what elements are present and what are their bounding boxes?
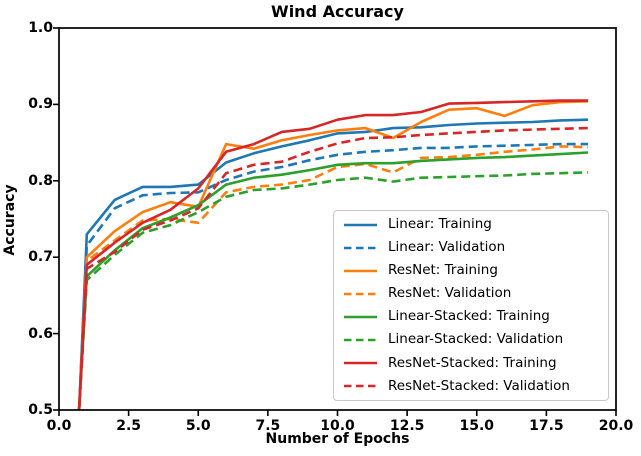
legend-item-label: ResNet-Stacked: Training — [388, 354, 557, 371]
legend-item-label: Linear: Validation — [388, 238, 506, 255]
legend-item: ResNet: Validation — [343, 282, 602, 305]
y-tick-label: 0.6 — [28, 325, 53, 342]
legend-item: Linear-Stacked: Training — [343, 306, 602, 329]
x-tick-label: 10.0 — [320, 418, 355, 434]
legend-item-label: ResNet: Training — [388, 262, 498, 279]
chart-legend: Linear: Training Linear: Validation ResNet… — [333, 210, 609, 401]
y-tick-label: 0.5 — [28, 402, 53, 418]
x-axis-label: Number of Epochs — [265, 431, 410, 447]
legend-item: ResNet-Stacked: Validation — [343, 375, 602, 398]
x-tick-label: 2.5 — [116, 418, 142, 434]
legend-item-label: Linear-Stacked: Validation — [388, 331, 564, 348]
legend-item-label: ResNet: Validation — [388, 285, 512, 302]
legend-item-label: Linear: Training — [388, 215, 492, 232]
series-line-0 — [77, 118, 589, 411]
x-tick-label: 17.5 — [529, 418, 564, 434]
legend-line-sample-solid — [344, 315, 377, 319]
legend-item: ResNet: Training — [343, 259, 602, 282]
legend-line-sample-solid — [344, 362, 377, 365]
legend-line-sample-dashed — [344, 385, 377, 388]
x-tick-label: 5.0 — [185, 418, 211, 434]
plot-spines — [58, 27, 617, 411]
y-tick-label: 0.9 — [28, 96, 53, 113]
y-tick-label: 0.8 — [28, 172, 53, 189]
legend-item-label: Linear-Stacked: Training — [388, 308, 550, 325]
x-tick-label: 0.0 — [46, 418, 72, 434]
legend-line-sample-dashed — [344, 338, 377, 342]
x-tick-label: 7.5 — [255, 418, 281, 434]
y-axis-label: Accuracy — [2, 184, 18, 256]
series-line-4 — [77, 151, 589, 411]
y-tick-label: 1.0 — [28, 20, 53, 36]
legend-item: ResNet-Stacked: Training — [343, 352, 602, 375]
series-line-7 — [77, 126, 589, 411]
y-tick-label: 0.7 — [28, 249, 53, 266]
series-line-5 — [77, 171, 589, 411]
legend-line-sample-solid — [344, 223, 377, 226]
x-tick-label: 20.0 — [598, 418, 634, 434]
series-line-6 — [77, 99, 589, 411]
series-line-1 — [77, 142, 589, 411]
legend-item: Linear-Stacked: Validation — [343, 329, 602, 352]
legend-item: Linear: Validation — [343, 236, 602, 259]
legend-line-sample-dashed — [344, 246, 377, 249]
x-tick-label: 15.0 — [459, 418, 495, 434]
legend-item-label: ResNet-Stacked: Validation — [388, 377, 570, 394]
legend-line-sample-solid — [344, 269, 377, 273]
series-line-2 — [77, 100, 589, 411]
legend-item: Linear: Training — [343, 213, 602, 236]
legend-line-sample-dashed — [344, 292, 377, 296]
x-tick-label: 12.5 — [389, 418, 425, 434]
chart-title: Wind Accuracy — [271, 2, 404, 21]
